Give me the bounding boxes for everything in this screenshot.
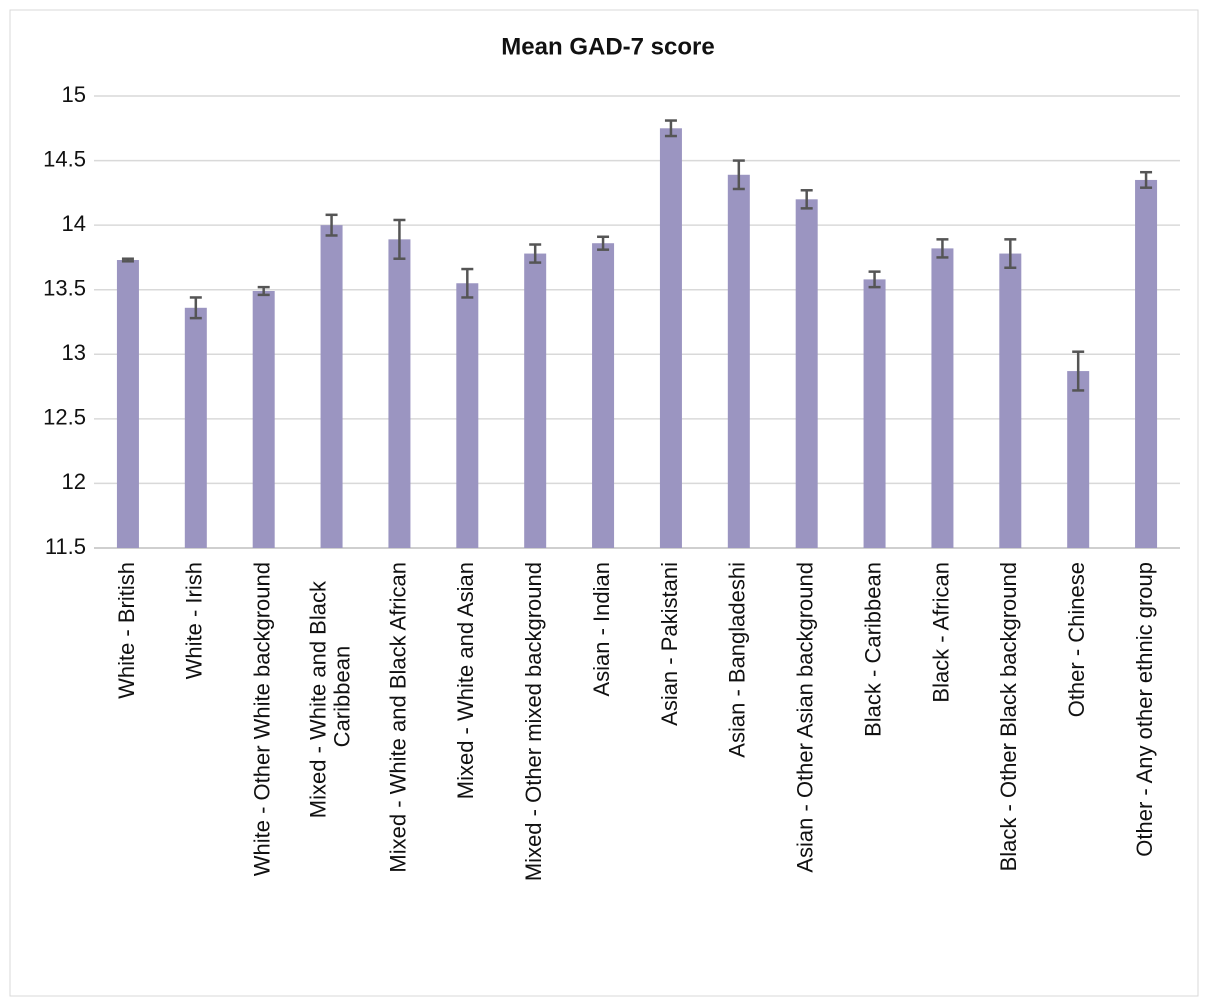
chart-title: Mean GAD-7 score [501,33,714,60]
x-tick-label: Mixed - White and Black Caribbean [305,575,354,818]
x-tick-label: Asian - Other Asian background [793,562,818,873]
x-tick-label: Black - Other Black background [996,562,1021,871]
bar [388,239,411,548]
error-bar [800,189,813,210]
bar [795,199,818,549]
bar [659,128,682,549]
error-bar [189,296,202,320]
error-bar [597,235,610,251]
bar [931,248,954,549]
error-bar [325,213,338,237]
error-bar [1072,350,1085,392]
error-bar [1004,238,1017,270]
error-bar [1140,170,1153,189]
bar [116,260,139,548]
x-tick-label: Other - Any other ethnic group [1132,562,1157,857]
bar [1135,179,1158,548]
y-tick-label: 11.5 [45,534,86,559]
x-tick-label: Asian - Indian [589,562,614,697]
error-bar [257,285,270,297]
y-tick-label: 12 [62,469,86,494]
bar [184,307,207,548]
error-bar [121,257,134,263]
error-bar [664,119,677,138]
bar [252,291,275,548]
error-bar [393,218,406,260]
error-bar [936,238,949,259]
x-tick-label: Asian - Pakistani [657,562,682,726]
error-bar [732,159,745,191]
y-tick-label: 13.5 [43,276,86,301]
bar [320,225,343,548]
y-tick-label: 14 [62,211,86,236]
bar [524,253,547,548]
x-tick-label: Black - African [928,562,953,703]
bar [863,279,886,548]
error-bar [461,267,474,299]
x-tick-label: White - Other White background [250,562,275,876]
y-tick-label: 12.5 [43,405,86,430]
bar [999,253,1022,548]
x-tick-label: Mixed - White and Asian [453,562,478,799]
x-tick-label: Other - Chinese [1064,562,1089,717]
bar [727,174,750,548]
bar [456,283,479,548]
y-tick-label: 13 [62,340,86,365]
x-tick-label: White - British [114,562,139,699]
y-tick-label: 14.5 [43,146,86,171]
x-tick-label: Black - Caribbean [860,562,885,737]
error-bar [529,243,542,264]
y-tick-label: 15 [62,82,86,107]
x-tick-label: Mixed - Other mixed background [521,562,546,881]
error-bar [868,270,881,289]
bar [592,243,615,549]
x-tick-label: Mixed - White and Black African [385,562,410,873]
bar [1067,371,1090,548]
x-tick-label: White - Irish [182,562,207,679]
x-tick-label: Asian - Bangladeshi [725,562,750,758]
